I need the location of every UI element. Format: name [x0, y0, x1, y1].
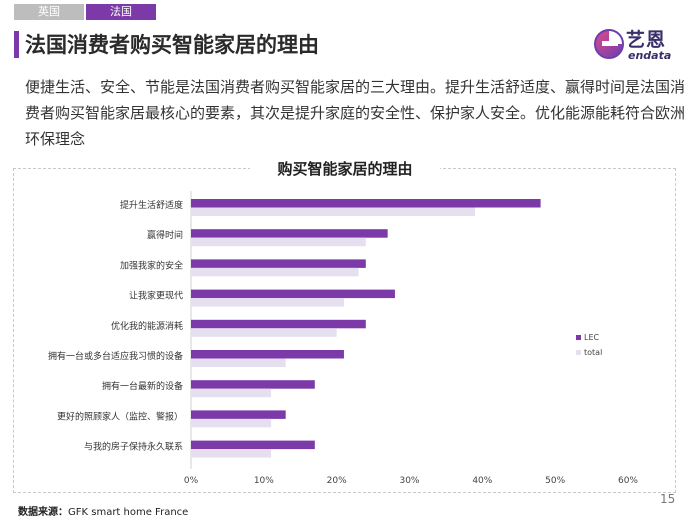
- data-source: 数据来源：GFK smart home France: [18, 503, 188, 518]
- country-tabs: 英国 法国: [14, 4, 156, 20]
- category-label: 加强我家的安全: [120, 259, 183, 271]
- logo-text-cn: 艺恩: [626, 29, 667, 51]
- source-label: 数据来源：: [18, 507, 68, 518]
- legend-swatch: [576, 335, 581, 340]
- bar-lec: [191, 350, 344, 359]
- bar-total: [191, 358, 286, 367]
- tab-uk[interactable]: 英国: [14, 4, 84, 20]
- x-tick-label: 0%: [184, 476, 199, 486]
- category-label: 与我的房子保持永久联系: [84, 441, 183, 453]
- chart-title-wrap: 购买智能家居的理由: [250, 158, 440, 180]
- title-accent-bar: [14, 31, 19, 58]
- chart-title: 购买智能家居的理由: [277, 160, 413, 178]
- x-tick-label: 40%: [472, 476, 492, 486]
- category-label: 让我家更现代: [129, 290, 183, 302]
- category-label: 拥有一台最新的设备: [102, 380, 183, 392]
- bar-total: [191, 237, 366, 247]
- tab-france[interactable]: 法国: [86, 4, 156, 20]
- bar-total: [191, 207, 476, 216]
- bar-total: [191, 267, 359, 277]
- bar-total: [191, 328, 337, 337]
- bar-total: [191, 298, 344, 307]
- endata-logo-icon: [594, 29, 624, 59]
- legend-swatch: [576, 350, 581, 355]
- category-label: 拥有一台或多台适应我习惯的设备: [48, 350, 183, 362]
- bar-lec: [191, 229, 388, 238]
- category-label: 提升生活舒适度: [120, 199, 183, 211]
- bar-total: [191, 418, 272, 428]
- bar-lec: [191, 259, 366, 268]
- legend-label: LEC: [584, 333, 600, 342]
- category-label: 更好的照顾家人（监控、警报）: [57, 410, 183, 422]
- bar-lec: [191, 410, 286, 419]
- x-tick-label: 60%: [618, 476, 638, 486]
- x-tick-label: 30%: [399, 476, 419, 486]
- page-number: 15: [660, 492, 676, 506]
- page-title: 法国消费者购买智能家居的理由: [25, 33, 319, 57]
- bar-total: [191, 388, 272, 398]
- category-label: 赢得时间: [147, 229, 183, 241]
- bar-lec: [191, 289, 395, 299]
- x-tick-label: 10%: [254, 476, 274, 486]
- bar-total: [191, 449, 272, 458]
- logo-text-en: endata: [628, 49, 672, 62]
- category-label: 优化我的能源消耗: [111, 320, 183, 332]
- source-text: GFK smart home France: [68, 507, 189, 518]
- intro-paragraph: 便捷生活、安全、节能是法国消费者购买智能家居的三大理由。提升生活舒适度、赢得时间…: [25, 78, 686, 148]
- bar-lec: [191, 199, 541, 208]
- legend-label: total: [584, 348, 602, 357]
- bar-lec: [191, 380, 315, 389]
- x-tick-label: 20%: [327, 476, 347, 486]
- bar-lec: [191, 319, 366, 329]
- x-tick-label: 50%: [545, 476, 565, 486]
- endata-logo: 艺恩 endata: [592, 25, 692, 65]
- bar-lec: [191, 440, 315, 450]
